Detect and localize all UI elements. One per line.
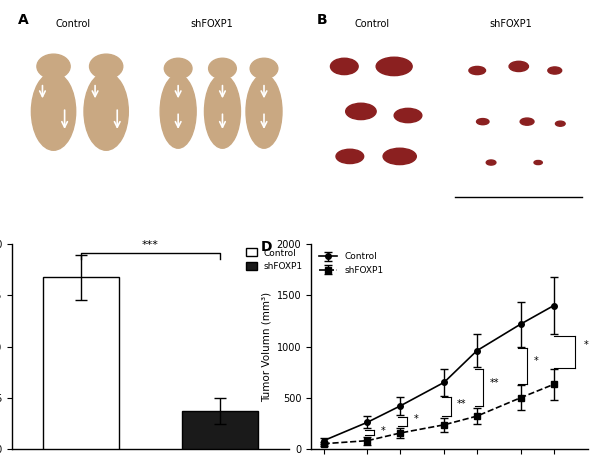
Ellipse shape bbox=[246, 75, 282, 148]
Ellipse shape bbox=[376, 57, 412, 76]
Ellipse shape bbox=[331, 58, 358, 75]
Text: *: * bbox=[380, 426, 385, 436]
Legend: Control, shFOXP1: Control, shFOXP1 bbox=[242, 245, 307, 275]
Text: B: B bbox=[317, 13, 327, 27]
Ellipse shape bbox=[469, 66, 485, 75]
Ellipse shape bbox=[534, 160, 542, 164]
Ellipse shape bbox=[164, 58, 192, 79]
Ellipse shape bbox=[556, 121, 565, 126]
Bar bbox=[43, 277, 119, 449]
Ellipse shape bbox=[394, 109, 422, 123]
Text: A: A bbox=[17, 13, 28, 27]
Text: **: ** bbox=[457, 398, 467, 409]
Ellipse shape bbox=[383, 148, 416, 164]
Text: shFOXP1: shFOXP1 bbox=[489, 19, 532, 29]
Legend: Control, shFOXP1: Control, shFOXP1 bbox=[316, 249, 387, 278]
Text: *: * bbox=[584, 340, 589, 350]
Text: shFOXP1: shFOXP1 bbox=[190, 19, 233, 29]
Ellipse shape bbox=[205, 75, 241, 148]
Text: Control: Control bbox=[55, 19, 91, 29]
Ellipse shape bbox=[548, 67, 562, 74]
Ellipse shape bbox=[89, 54, 123, 79]
Bar bbox=[182, 411, 258, 449]
Text: D: D bbox=[261, 240, 273, 254]
Text: *: * bbox=[534, 356, 539, 366]
Ellipse shape bbox=[520, 118, 534, 125]
Text: Control: Control bbox=[355, 19, 389, 29]
Text: *: * bbox=[413, 414, 418, 425]
Ellipse shape bbox=[476, 119, 489, 125]
Text: ***: *** bbox=[142, 240, 159, 251]
Ellipse shape bbox=[31, 72, 76, 150]
Y-axis label: Tumor Volumn (mm³): Tumor Volumn (mm³) bbox=[261, 292, 271, 402]
Ellipse shape bbox=[509, 61, 529, 71]
Ellipse shape bbox=[336, 149, 364, 164]
Ellipse shape bbox=[486, 160, 496, 165]
Ellipse shape bbox=[84, 72, 128, 150]
Ellipse shape bbox=[346, 103, 376, 120]
Ellipse shape bbox=[37, 54, 70, 79]
Ellipse shape bbox=[209, 58, 236, 79]
Ellipse shape bbox=[160, 75, 196, 148]
Text: **: ** bbox=[490, 378, 500, 388]
Ellipse shape bbox=[250, 58, 278, 79]
